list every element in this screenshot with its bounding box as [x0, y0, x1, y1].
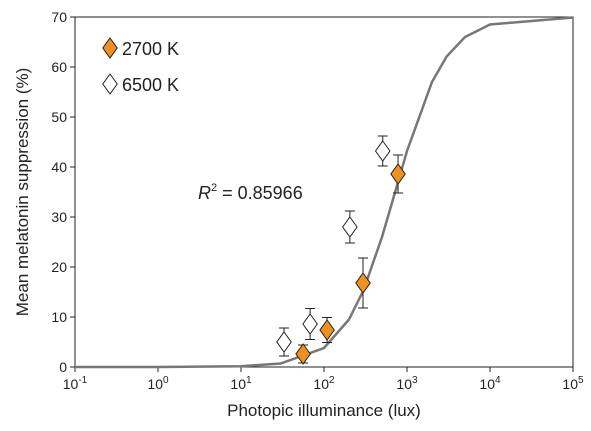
y-tick-label: 0 — [59, 359, 67, 375]
point — [342, 216, 358, 238]
y-tick-label: 40 — [51, 159, 67, 175]
x-tick-exponent: 2 — [329, 375, 335, 386]
x-tick-exponent: 1 — [246, 375, 252, 386]
x-tick-exponent: -1 — [78, 375, 87, 386]
plot-frame — [74, 16, 574, 368]
annotation-text: = 0.85966 — [222, 183, 303, 203]
y-tick-label: 10 — [51, 309, 67, 325]
point — [319, 319, 335, 341]
y-tick-label: 50 — [51, 109, 67, 125]
x-tick-label: 101 — [230, 375, 252, 392]
x-tick-label: 105 — [562, 375, 584, 392]
fit-curve — [75, 16, 574, 369]
x-tick-label: 103 — [396, 375, 418, 392]
x-tick-base: 10 — [313, 376, 329, 392]
x-tick-exponent: 3 — [412, 375, 418, 386]
annotation-symbol: R — [198, 183, 211, 203]
legend-label: 6500 K — [122, 75, 179, 95]
y-tick-label: 20 — [51, 259, 67, 275]
x-tick-base: 10 — [479, 376, 495, 392]
x-tick-base: 10 — [63, 376, 79, 392]
legend-marker — [102, 37, 118, 59]
x-tick-exponent: 0 — [163, 375, 169, 386]
x-tick-base: 10 — [562, 376, 578, 392]
y-axis-title: Mean melatonin suppression (%) — [13, 68, 32, 317]
annotation: R2 = 0.85966 — [198, 182, 303, 203]
legend-label: 2700 K — [122, 39, 179, 59]
point — [390, 163, 406, 185]
x-tick-label: 104 — [479, 375, 501, 392]
y-tick-label: 70 — [51, 9, 67, 25]
annotation-exponent: 2 — [211, 182, 217, 194]
x-tick-exponent: 4 — [495, 375, 501, 386]
x-tick-label: 100 — [147, 375, 169, 392]
point — [295, 343, 311, 365]
y-tick-label: 60 — [51, 59, 67, 75]
y-tick-label: 30 — [51, 209, 67, 225]
point — [276, 331, 292, 353]
point — [355, 272, 371, 294]
legend-marker — [102, 73, 118, 95]
x-tick-base: 10 — [396, 376, 412, 392]
x-axis-title: Photopic illuminance (lux) — [227, 401, 421, 420]
x-tick-base: 10 — [147, 376, 163, 392]
point — [302, 313, 318, 335]
x-tick-base: 10 — [230, 376, 246, 392]
point — [374, 140, 391, 162]
x-tick-label: 10-1 — [63, 375, 88, 392]
x-tick-label: 102 — [313, 375, 335, 392]
x-tick-exponent: 5 — [578, 375, 584, 386]
